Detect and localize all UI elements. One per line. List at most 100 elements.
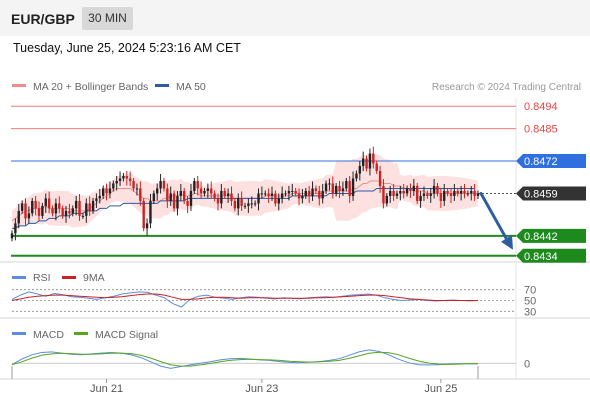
candle-body [264,193,267,195]
candle-body [375,163,378,172]
candle-body [449,193,453,196]
candle-body [409,188,412,191]
candle-body [105,188,108,194]
candle-body [250,203,253,205]
candle-body [277,198,280,204]
candle-body [149,200,152,224]
candle-body [314,188,318,191]
candle-body [459,190,463,194]
level-label-0.8434: 0.8434 [524,251,558,263]
candle-body [31,200,34,214]
candle-body [58,203,61,209]
candle-body [78,200,81,216]
candle-body [297,193,301,199]
candle-body [128,178,132,181]
candle-body [378,171,382,186]
candle-body [331,183,334,194]
candle-body [351,178,355,196]
candle-body [233,200,237,209]
candle-body [101,188,105,196]
candle-body [85,203,88,216]
candle-body [199,188,203,194]
rsi-level-label-30: 30 [524,306,536,318]
level-label-0.8472: 0.8472 [524,156,558,168]
candle-body [68,210,71,214]
candle-body [27,213,31,219]
candle-body [361,158,365,167]
candle-body [307,190,311,196]
candle-body [247,203,250,206]
candle-body [166,188,169,201]
price-panel: MA 20 + Bollinger Bands MA 50 Research © 2… [10,81,586,263]
level-label-0.8485: 0.8485 [524,124,558,136]
candle-body [416,185,419,201]
candle-body [432,185,436,194]
legend-swatch-0 [12,84,26,87]
candle-body [456,190,459,194]
candle-body [318,190,321,199]
candle-body [412,185,416,191]
candle-body [402,190,405,194]
candle-body [122,176,125,179]
candle-body [399,190,402,194]
candle-body [257,193,260,204]
candle-body [203,190,206,194]
candle-body [152,193,156,201]
macd-panel: MACD MACD Signal 0 [11,329,530,370]
candle-body [334,185,338,194]
candle-body [395,193,399,196]
panel-dividers [0,98,590,380]
candle-body [294,190,297,194]
candle-body [436,185,439,194]
last-price-label: 0.8459 [524,188,558,200]
candle-body [156,188,159,194]
candle-body [51,208,54,214]
candle-body [54,203,58,214]
candle-body [132,180,135,189]
rsi-legend-label-1: 9MA [83,272,105,284]
candle-body [422,193,426,196]
candle-body [64,210,68,216]
candle-body [345,180,348,189]
candle-body [41,205,44,216]
candle-body [304,190,307,196]
rsi-level-label-50: 50 [524,296,536,308]
x-tick-label-1: Jun 23 [245,383,278,395]
forecast-arrow-shaft [479,191,509,242]
macd-legend-label-0: MACD [33,329,64,341]
candle-body [145,223,149,229]
rsi-level-label-70: 70 [524,285,536,297]
candle-body [280,193,284,199]
candle-body [355,173,358,179]
timestamp-label: Tuesday, June 25, 2024 5:23:16 AM CET [13,41,241,55]
candle-body [206,188,210,191]
candle-body [389,190,392,196]
candle-body [470,190,473,194]
rsi-series-0 [11,291,479,308]
candle-body [419,195,422,201]
interval-button[interactable]: 30 MIN [82,7,133,30]
macd-legend-swatch-1 [74,332,88,335]
candle-body [14,223,17,234]
symbol-label: EUR/GBP [11,11,75,27]
candle-body [429,193,432,196]
candle-body [179,190,183,196]
candle-body [193,180,196,191]
candle-body [243,205,247,207]
candle-body [348,180,351,196]
candle-body [341,188,345,191]
candle-body [47,198,51,209]
candle-body [220,190,223,204]
candle-body [321,190,324,199]
candle-body [267,193,270,196]
macd-series-1 [11,351,478,367]
candle-body [301,195,304,199]
candle-body [142,200,145,229]
macd-zero-label: 0 [524,358,530,370]
x-tick-label-0: Jun 21 [90,383,123,395]
candle-body [135,188,139,190]
time-axis: Jun 21 Jun 23 Jun 25 [11,366,479,395]
bollinger-band [12,153,478,231]
